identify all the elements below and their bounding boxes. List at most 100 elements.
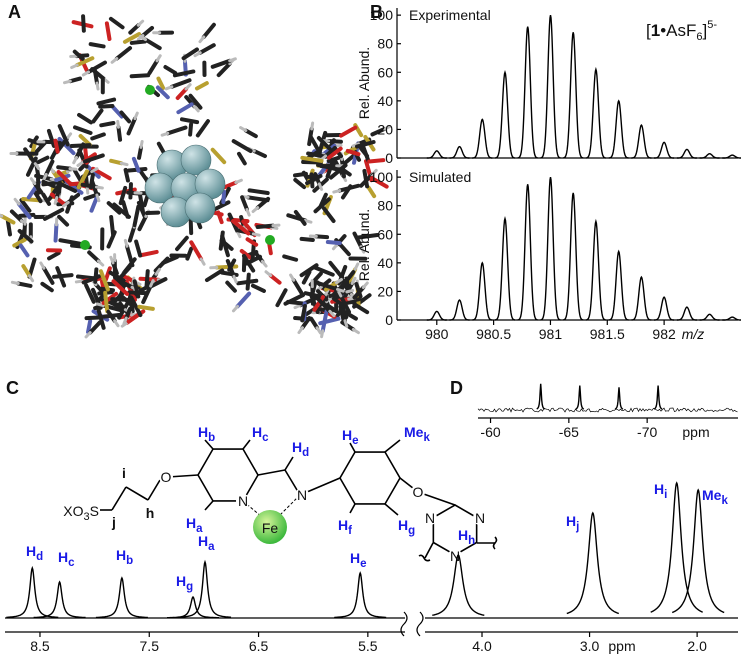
- molecule-stick: [47, 183, 61, 201]
- atom-mask: [448, 549, 462, 563]
- molecule-stick: [268, 273, 282, 285]
- x-axis-label: ppm: [608, 638, 635, 654]
- molecule-stick: [116, 125, 123, 142]
- peak: [631, 275, 652, 321]
- molecule-stick: [23, 147, 38, 166]
- label-sub: i: [664, 489, 667, 501]
- peak: [95, 576, 148, 619]
- molecule-stick: [188, 93, 203, 110]
- molecule-stick: [210, 147, 227, 165]
- atom-label: Fe: [262, 520, 279, 536]
- molecule-hydrogen: [74, 279, 84, 284]
- molecule-stick: [16, 201, 32, 220]
- peak: [449, 299, 470, 321]
- molecule-stick: [44, 159, 55, 177]
- molecule-stick: [325, 240, 342, 246]
- molecule-stick: [88, 42, 106, 49]
- molecule-stick: [108, 16, 125, 30]
- molecule-stick: [140, 25, 155, 38]
- molecule-stick: [73, 125, 93, 135]
- molecule-hydrogen: [94, 185, 104, 190]
- atom-mask: [423, 511, 437, 525]
- atom-mask: [295, 488, 309, 502]
- molecule-stick: [293, 209, 307, 226]
- molecule-stick: [126, 116, 137, 136]
- y-axis-label: Rel. Abund.: [356, 209, 372, 281]
- molecule-stick: [18, 243, 30, 258]
- x-tick-label: 6.5: [249, 638, 269, 654]
- x-tick-label: 4.0: [472, 638, 492, 654]
- panel-label: A: [8, 2, 21, 22]
- molecule-stick: [144, 269, 150, 289]
- panel-label: B: [370, 2, 383, 22]
- label-main: H: [198, 424, 208, 440]
- molecule-stick: [111, 279, 130, 296]
- molecule-stick: [42, 207, 65, 221]
- label-sub: a: [208, 541, 215, 553]
- molecule-stick: [96, 307, 106, 330]
- spectrum-title: Experimental: [409, 7, 491, 23]
- molecule-hydrogen: [109, 255, 115, 265]
- molecule-hydrogen: [95, 81, 100, 91]
- molecule-stick: [129, 295, 143, 318]
- molecule-stick: [221, 189, 227, 205]
- molecule-stick: [343, 152, 357, 165]
- bond: [242, 439, 251, 450]
- proton-label: Mek: [404, 424, 430, 444]
- molecule-stick: [235, 291, 252, 309]
- label-main: H: [342, 427, 352, 443]
- label-main: H: [176, 573, 186, 589]
- molecule-stick: [114, 46, 133, 61]
- molecule-stick: [54, 182, 63, 200]
- peak: [585, 218, 606, 321]
- molecule-hydrogen: [27, 274, 35, 283]
- molecule-stick: [300, 316, 312, 330]
- molecule-stick: [118, 279, 135, 290]
- molecule-hydrogen: [95, 193, 101, 203]
- molecule-stick: [129, 73, 151, 79]
- molecule-stick: [293, 177, 307, 190]
- atom-label: O: [413, 484, 424, 500]
- x-axis-label: m/z: [682, 326, 705, 342]
- molecule-stick: [147, 58, 160, 76]
- molecule-stick: [328, 260, 345, 280]
- molecule-stick: [326, 138, 343, 144]
- molecule-hydrogen: [116, 119, 120, 129]
- molecule-hydrogen: [323, 288, 330, 298]
- peak-label: Hb: [116, 547, 133, 567]
- label-main: H: [398, 517, 408, 533]
- molecule-stick: [326, 155, 343, 164]
- molecule-stick: [323, 146, 337, 159]
- atom-label: N: [297, 487, 307, 503]
- molecule-stick: [17, 228, 34, 244]
- peak: [653, 385, 663, 410]
- molecule-stick: [111, 105, 124, 119]
- label-sub: c: [68, 557, 75, 569]
- molecule-stick: [109, 158, 124, 166]
- molecule-stick: [56, 165, 73, 171]
- molecule-hydrogen: [65, 132, 73, 141]
- formula-part: 6: [696, 31, 702, 43]
- label-main: Me: [404, 424, 424, 440]
- molecule-stick: [163, 65, 178, 75]
- atom-mask: [411, 485, 425, 499]
- peak-label: Ha: [198, 533, 215, 553]
- x-tick-label: 980.5: [476, 326, 511, 342]
- molecule-hydrogen: [315, 326, 322, 335]
- bond: [125, 486, 149, 501]
- molecule-stick: [339, 125, 358, 138]
- bond: [147, 479, 161, 501]
- bond: [257, 469, 286, 476]
- molecule-stick: [76, 169, 89, 190]
- y-tick-label: 0: [385, 312, 393, 328]
- molecule-stick: [320, 309, 329, 333]
- peak: [334, 571, 387, 619]
- molecule-stick: [93, 282, 106, 296]
- peak: [585, 66, 606, 159]
- molecule-stick: [124, 306, 133, 321]
- sulfonate-label: XO3S: [63, 503, 99, 523]
- bond: [349, 503, 356, 514]
- peak: [495, 215, 515, 321]
- peak: [178, 559, 232, 618]
- molecule-stick: [314, 234, 330, 240]
